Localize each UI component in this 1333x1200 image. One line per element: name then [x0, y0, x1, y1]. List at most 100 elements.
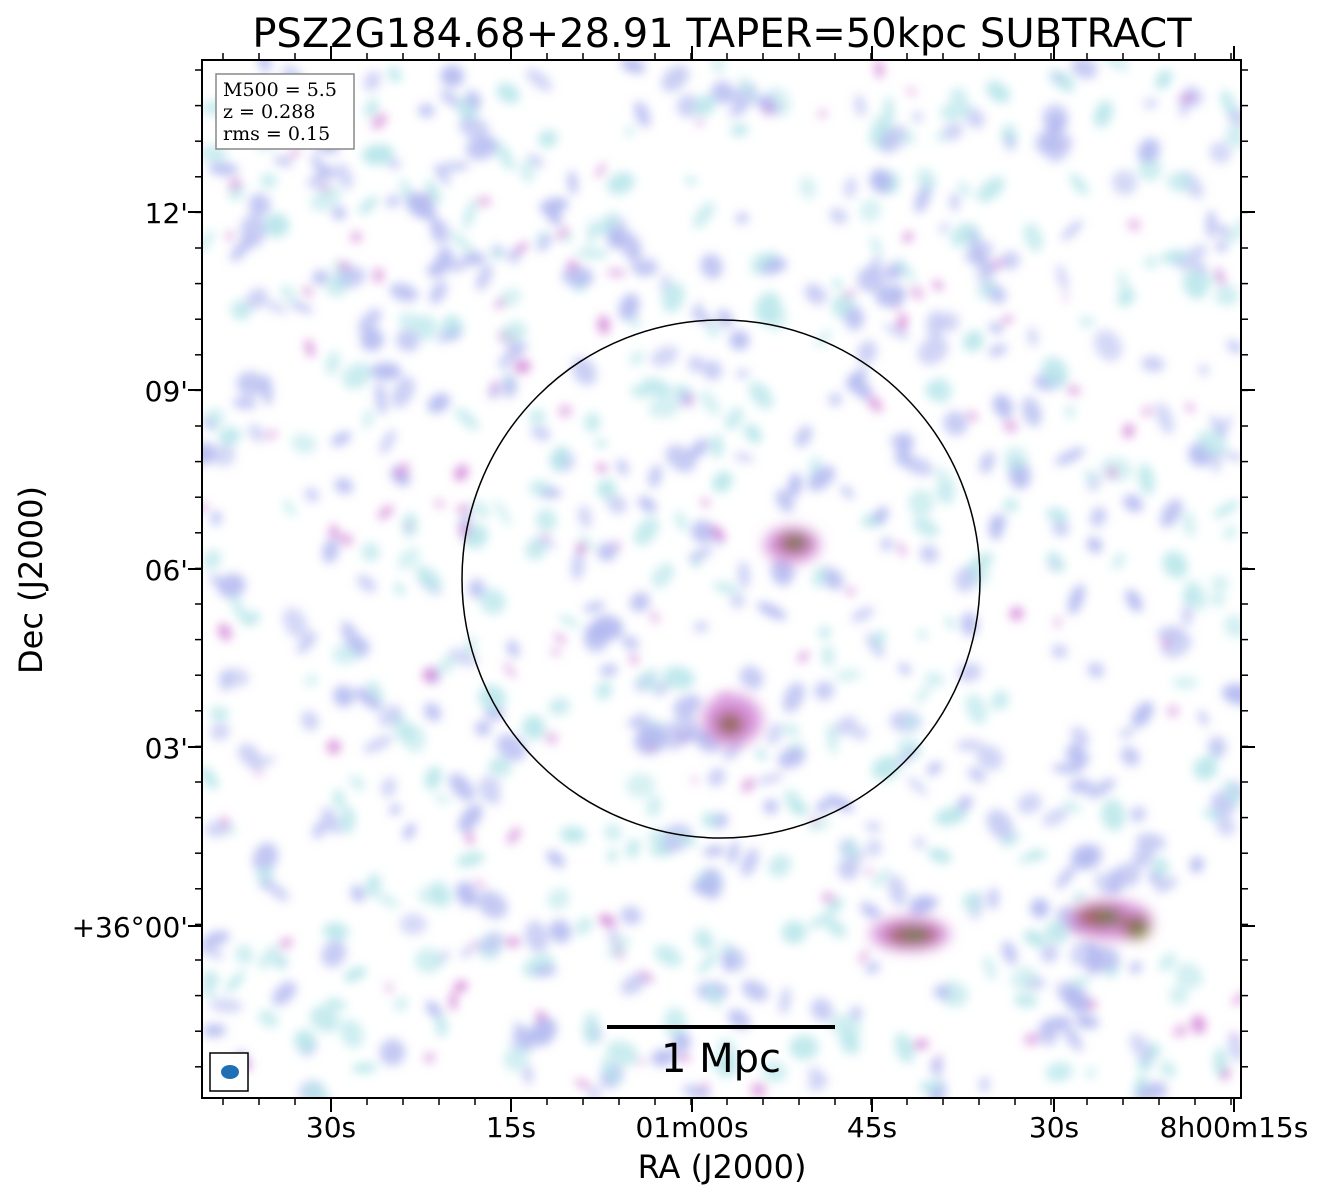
noise-blob	[705, 983, 722, 1008]
noise-blob	[1000, 315, 1014, 325]
noise-blob	[834, 669, 862, 682]
noise-blob	[480, 931, 505, 954]
noise-blob	[303, 1081, 331, 1098]
noise-blob	[875, 284, 907, 308]
noise-blob	[230, 594, 249, 624]
noise-blob	[927, 848, 952, 864]
noise-blob	[449, 773, 475, 802]
noise-blob	[629, 592, 650, 612]
info-rms: rms = 0.15	[223, 123, 330, 145]
noise-blob	[1051, 644, 1068, 659]
noise-blob	[375, 382, 388, 415]
noise-blob	[428, 209, 442, 239]
noise-blob	[1093, 329, 1123, 362]
emission-map	[202, 60, 1241, 1098]
noise-blob	[843, 176, 858, 199]
noise-blob	[331, 206, 347, 221]
noise-blob	[771, 557, 795, 586]
noise-blob	[992, 394, 1014, 419]
noise-blob	[1141, 356, 1165, 372]
noise-blob	[524, 920, 549, 953]
noise-blob	[218, 427, 241, 445]
noise-blob	[331, 431, 352, 447]
noise-blob	[1131, 701, 1154, 728]
noise-blob	[553, 633, 567, 644]
beam-ellipse	[221, 1065, 239, 1079]
noise-blob	[310, 1005, 340, 1033]
noise-blob	[635, 668, 659, 686]
noise-blob	[563, 231, 574, 244]
y-axis-label: Dec (J2000)	[12, 486, 50, 674]
noise-blob	[503, 662, 516, 678]
noise-blob	[541, 533, 550, 541]
noise-blob	[721, 948, 747, 972]
noise-blob	[549, 919, 572, 944]
noise-blob	[730, 123, 749, 137]
noise-blob	[910, 285, 925, 301]
noise-blob	[924, 671, 945, 687]
noise-blob	[379, 1039, 406, 1066]
noise-blob	[654, 681, 670, 697]
noise-blob	[828, 392, 843, 407]
noise-blob	[350, 884, 366, 903]
noise-blob	[476, 196, 492, 207]
noise-blob	[1213, 500, 1240, 518]
noise-blob	[949, 88, 967, 101]
noise-blob	[871, 868, 891, 888]
noise-blob	[812, 566, 827, 588]
y-tick-label: 12'	[145, 197, 188, 230]
noise-blob	[1017, 792, 1042, 814]
noise-blob	[1046, 551, 1065, 573]
noise-blob	[988, 887, 999, 910]
noise-blob	[665, 444, 696, 473]
noise-blob	[209, 998, 243, 1013]
noise-blob	[965, 693, 988, 725]
noise-blob	[691, 776, 698, 785]
noise-blob	[1085, 1066, 1097, 1080]
noise-blob	[587, 218, 597, 247]
noise-blob	[1062, 294, 1069, 302]
noise-blob	[957, 662, 982, 682]
noise-blob	[906, 87, 917, 96]
noise-blob	[620, 60, 646, 74]
noise-blob	[302, 286, 313, 297]
noise-blob	[1064, 404, 1076, 419]
noise-blob	[371, 112, 387, 130]
noise-blob	[426, 262, 446, 278]
source-peak-bottom-right-b	[1131, 922, 1145, 934]
axis-ticks	[188, 46, 1255, 1112]
noise-blob	[279, 284, 297, 303]
noise-blob	[1010, 966, 1038, 990]
noise-blob	[1130, 806, 1146, 823]
noise-blob	[314, 163, 337, 180]
noise-blob	[356, 574, 377, 593]
noise-blob	[202, 985, 217, 998]
noise-blob	[859, 902, 882, 920]
noise-blob	[935, 131, 949, 142]
noise-blob	[584, 412, 601, 433]
noise-blob	[851, 606, 874, 623]
noise-blob	[455, 881, 478, 908]
noise-blob	[871, 755, 901, 781]
noise-blob	[867, 395, 883, 413]
x-tick-label: 30s	[1029, 1111, 1079, 1144]
noise-blob	[695, 301, 704, 315]
noise-blob	[781, 920, 807, 944]
noise-blob	[1087, 778, 1116, 799]
noise-blob	[1231, 992, 1241, 1005]
noise-blob	[797, 651, 809, 663]
noise-blob	[808, 286, 828, 306]
noise-blob	[1018, 851, 1046, 863]
noise-blob	[1009, 606, 1024, 621]
noise-blob	[362, 144, 395, 166]
noise-blob	[339, 1019, 364, 1049]
noise-blob	[913, 1039, 930, 1050]
noise-blob	[323, 922, 349, 941]
noise-blob	[254, 769, 264, 777]
beam-indicator	[209, 1052, 249, 1092]
noise-blob	[595, 438, 608, 448]
noise-blob	[687, 355, 705, 373]
noise-blob	[1045, 1062, 1073, 1082]
noise-blob	[536, 233, 553, 252]
noise-blob	[733, 452, 754, 463]
